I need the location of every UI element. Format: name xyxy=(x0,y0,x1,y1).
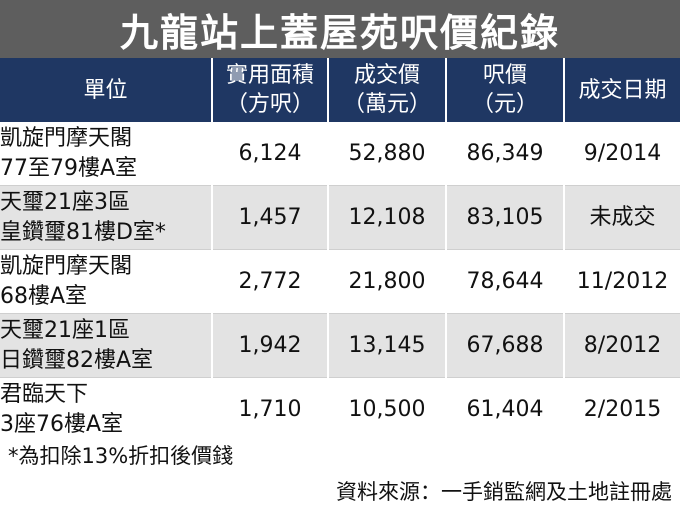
area-cell: 6,124 xyxy=(212,122,329,186)
unit-cell: 天璽21座3區 皇鑽璽81樓D室* xyxy=(0,185,213,250)
column-header-unit: 單位 xyxy=(0,58,213,122)
table-row: 天璽21座1區 日鑽璽82樓A室 1,942 13,145 67,688 8/2… xyxy=(0,313,680,378)
area-cell: 1,710 xyxy=(212,377,329,442)
psf-cell: 61,404 xyxy=(446,377,565,442)
unit-flat: 68樓A室 xyxy=(0,283,88,309)
page-title: 九龍站上蓋屋苑呎價紀錄 xyxy=(119,10,560,55)
area-cell: 2,772 xyxy=(212,249,329,314)
column-header-unit-label: （方呎） xyxy=(225,92,314,117)
unit-cell: 君臨天下 3座76樓A室 xyxy=(0,377,213,442)
column-header-line: 單位 xyxy=(83,77,128,103)
date-cell: 9/2014 xyxy=(564,122,680,186)
column-header-price: 成交價 （萬元） xyxy=(328,58,447,122)
column-header-line: 呎價 xyxy=(482,63,527,88)
column-header-line: 成交日期 xyxy=(578,77,667,103)
unit-estate: 凱旋門摩天閣 xyxy=(0,253,133,279)
table-row: 凱旋門摩天閣 77至79樓A室 6,124 52,880 86,349 9/20… xyxy=(0,122,680,186)
date-cell: 8/2012 xyxy=(564,313,680,378)
psf-cell: 67,688 xyxy=(446,313,565,378)
title-bar: 九龍站上蓋屋苑呎價紀錄 xyxy=(0,0,680,58)
price-cell: 21,800 xyxy=(328,249,447,314)
psf-cell: 86,349 xyxy=(446,122,565,186)
unit-estate: 天璽21座1區 xyxy=(0,317,130,343)
psf-cell: 78,644 xyxy=(446,249,565,314)
column-header-date: 成交日期 xyxy=(564,58,680,122)
table-row: 凱旋門摩天閣 68樓A室 2,772 21,800 78,644 11/2012 xyxy=(0,249,680,314)
area-cell: 1,457 xyxy=(212,185,329,250)
unit-flat: 3座76樓A室 xyxy=(0,411,124,437)
footnote: *為扣除13%折扣後價錢 xyxy=(8,444,234,468)
price-cell: 12,108 xyxy=(328,185,447,250)
column-header-psf: 呎價 （元） xyxy=(446,58,565,122)
date-cell: 未成交 xyxy=(564,185,680,250)
source-credit: 資料來源：一手銷監網及土地註冊處 xyxy=(336,480,672,504)
unit-estate: 凱旋門摩天閣 xyxy=(0,125,133,151)
price-cell: 52,880 xyxy=(328,122,447,186)
price-cell: 10,500 xyxy=(328,377,447,442)
unit-cell: 凱旋門摩天閣 77至79樓A室 xyxy=(0,122,213,186)
column-header-line: 成交價 xyxy=(353,63,420,88)
unit-flat: 皇鑽璽81樓D室* xyxy=(0,219,166,245)
unit-cell: 凱旋門摩天閣 68樓A室 xyxy=(0,249,213,314)
unit-cell: 天璽21座1區 日鑽璽82樓A室 xyxy=(0,313,213,378)
column-header-unit-label: （元） xyxy=(471,92,538,117)
unit-estate: 天璽21座3區 xyxy=(0,189,130,215)
column-header-line: 實用面積 xyxy=(225,63,314,88)
table-row: 君臨天下 3座76樓A室 1,710 10,500 61,404 2/2015 xyxy=(0,377,680,442)
unit-flat: 77至79樓A室 xyxy=(0,155,138,181)
date-cell: 2/2015 xyxy=(564,377,680,442)
unit-estate: 君臨天下 xyxy=(0,381,89,407)
footer: *為扣除13%折扣後價錢 資料來源：一手銷監網及土地註冊處 xyxy=(0,436,680,511)
area-cell: 1,942 xyxy=(212,313,329,378)
column-header-unit-label: （萬元） xyxy=(342,92,431,117)
header-row: 單位 實用面積 （方呎） 成交價 （萬元） 呎價 （元） 成交日期 xyxy=(0,58,680,122)
price-record-table: 單位 實用面積 （方呎） 成交價 （萬元） 呎價 （元） 成交日期 xyxy=(0,58,680,442)
price-cell: 13,145 xyxy=(328,313,447,378)
psf-cell: 83,105 xyxy=(446,185,565,250)
unit-flat: 日鑽璽82樓A室 xyxy=(0,347,154,373)
column-header-area: 實用面積 （方呎） xyxy=(212,58,329,122)
date-cell: 11/2012 xyxy=(564,249,680,314)
table-row: 天璽21座3區 皇鑽璽81樓D室* 1,457 12,108 83,105 未成… xyxy=(0,185,680,250)
